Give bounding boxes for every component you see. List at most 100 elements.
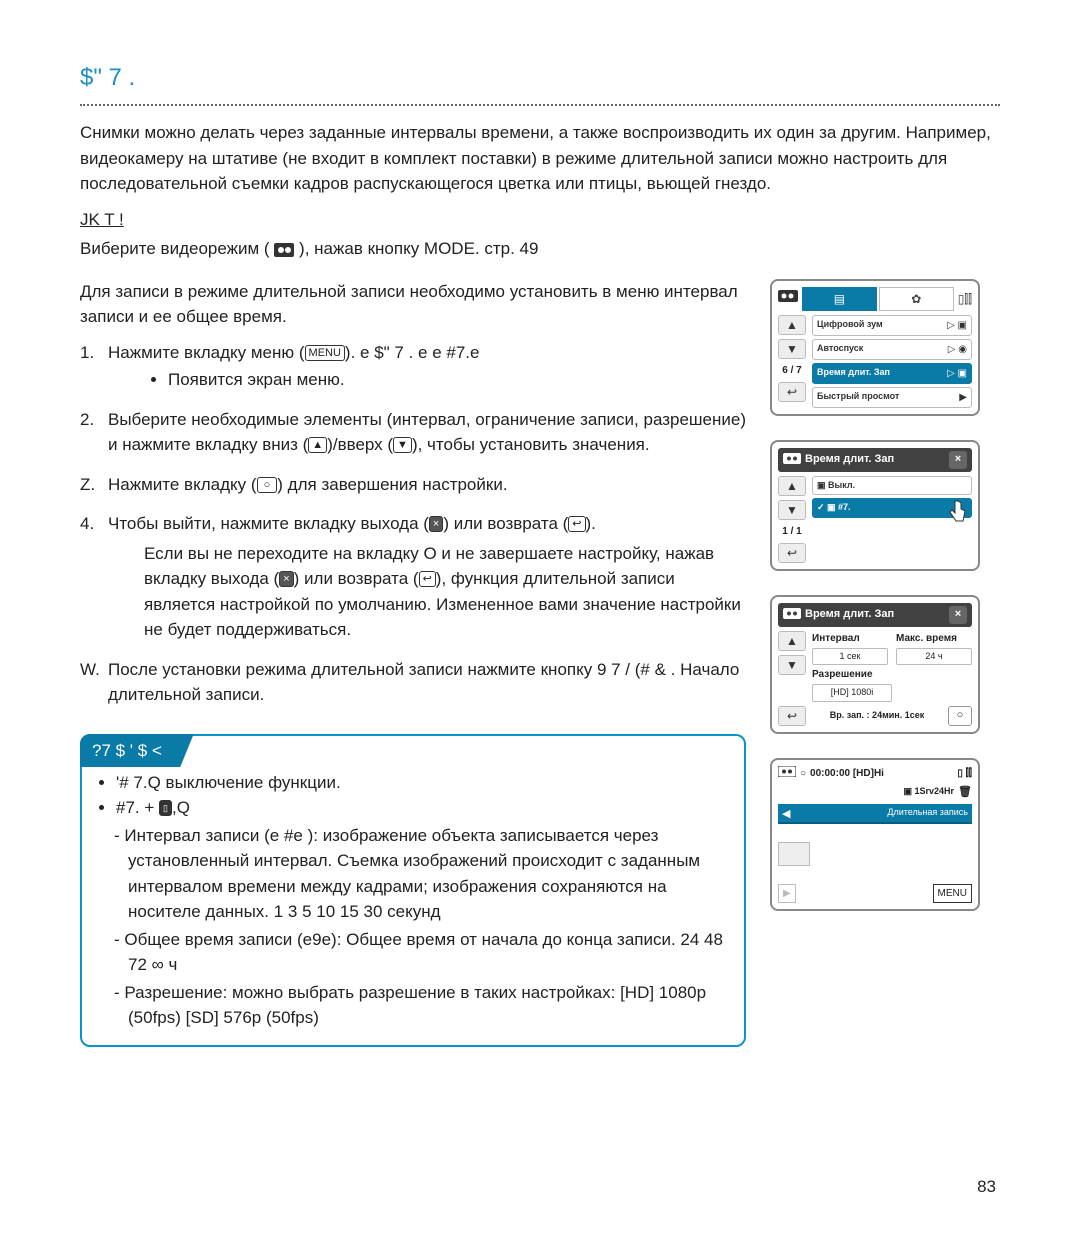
menu-item-label: Время длит. Зап (817, 366, 890, 380)
submenu-d2: Общее время записи (е9е): Общее время от… (96, 927, 730, 978)
option-off-label: Выкл. (828, 480, 855, 490)
close-icon: × (949, 451, 967, 469)
ok-icon: ○ (257, 477, 278, 493)
modeline-after: ), нажав кнопку MODE. стр. 49 (299, 239, 538, 258)
val-interval: 1 сек (812, 648, 888, 666)
lead-paragraph: Для записи в режиме длительной записи не… (80, 279, 746, 330)
option-off: ▣ Выкл. (812, 476, 972, 496)
hand-pointer-icon (947, 499, 969, 525)
menu-item-label: Быстрый просмот (817, 390, 899, 404)
submenu-li2: #7. + ▯,Q (116, 795, 730, 821)
cam-icon (778, 766, 796, 782)
menu-item-label: Цифровой зум (817, 318, 883, 332)
close-icon: × (949, 606, 967, 624)
step4-sub-b: ) или возврата ( (294, 569, 419, 588)
ok-button-icon: ○ (948, 706, 972, 726)
step4-b: ) или возврата ( (443, 514, 568, 533)
cam-icon (783, 451, 801, 469)
step-num-4: 4. (80, 511, 108, 643)
steps-list: 1. Нажмите вкладку меню (MENU). e $" 7 .… (80, 340, 746, 708)
page-counter-1: 6 / 7 (778, 363, 806, 378)
nav-down: ▼ (778, 655, 806, 675)
menu-button-icon: MENU (933, 884, 972, 903)
menu-icon: MENU (305, 345, 345, 361)
card-icon: ▯ ⫿⫿ (957, 766, 972, 781)
camera-screen-1: ▤ ✿ ▯⫿⫿ ▲ ▼ 6 / 7 ↩ Цифровой зум▷ ▣ Авто… (770, 279, 980, 416)
nav-up: ▲ (778, 476, 806, 496)
video-mode-icon (274, 239, 294, 265)
submenu-li2-b: ,Q (172, 798, 190, 817)
recording-flag: ◀ Длительная запись (778, 804, 972, 824)
nav-return: ↩ (778, 706, 806, 726)
step1-bullet: Появится экран меню. (168, 367, 746, 393)
menu-item-active: Время длит. Зап▷ ▣ (812, 363, 972, 384)
page-title: $" 7 . (80, 60, 1000, 96)
return-icon-2: ↩ (419, 571, 436, 587)
step4-c: ). (586, 514, 596, 533)
up-icon: ▲ (308, 437, 327, 453)
submenu-tag: ?7 $ ' $ < (80, 734, 194, 768)
card-icon: ▯ (159, 800, 172, 816)
val-res: [HD] 1080i (812, 684, 892, 702)
timecode: ▣ 1Srv24Hr (903, 785, 954, 799)
mode-line: Виберите видеорежим ( ), нажав кнопку MO… (80, 236, 1000, 265)
step-num-2: 2. (80, 407, 108, 458)
step5-text: После установки режима длительной записи… (108, 657, 746, 708)
nav-up: ▲ (778, 631, 806, 651)
submenu-d3: Разрешение: можно выбрать разрешение в т… (96, 980, 730, 1031)
menu-item: Автоспуск▷ ◉ (812, 339, 972, 360)
page-counter-2: 1 / 1 (778, 524, 806, 539)
step-num-5: W. (80, 657, 108, 708)
exit-icon-2: × (279, 571, 293, 587)
lbl-res: Разрешение (812, 667, 888, 682)
menu-item: Цифровой зум▷ ▣ (812, 315, 972, 336)
step-num-1: 1. (80, 340, 108, 393)
trash-icon: 🗑 (958, 784, 972, 801)
camera-screen-3: Время длит. Зап × ▲ ▼ Интервал Макс. вре… (770, 595, 980, 734)
lbl-interval: Интервал (812, 631, 888, 646)
step3-a: Нажмите вкладку ( (108, 475, 257, 494)
screen3-title: Время длит. Зап (805, 606, 949, 623)
battery-icon: ▯⫿⫿ (958, 290, 972, 308)
precheck-label: JK T ! (80, 207, 1000, 233)
play-icon: ▶ (778, 884, 796, 903)
screen2-title: Время длит. Зап (805, 451, 949, 468)
page-number: 83 (977, 1174, 996, 1200)
step3-b: ) для завершения настройки. (277, 475, 507, 494)
option-on: ✓ ▣ #7. (812, 498, 972, 518)
submenu-li2-a: #7. + (116, 798, 159, 817)
timecode-value: 1Srv24Hr (915, 786, 955, 796)
lbl-limit: Макс. время (896, 631, 972, 646)
nav-return: ↩ (778, 382, 806, 402)
step1-b: ). e $" 7 . e e #7.e (345, 343, 480, 362)
tab-menu-icon: ▤ (802, 287, 877, 311)
thumbnail-icon (778, 842, 810, 866)
title-divider (80, 104, 1000, 106)
nav-up: ▲ (778, 315, 806, 335)
tab-settings-icon: ✿ (879, 287, 954, 311)
screen3-titlebar: Время длит. Зап × (778, 603, 972, 627)
screen2-titlebar: Время длит. Зап × (778, 448, 972, 472)
menu-item: Быстрый просмот▶ (812, 387, 972, 408)
cam-icon (778, 290, 798, 308)
camera-screen-2: Время длит. Зап × ▲ ▼ 1 / 1 ↩ ▣ Выкл. ✓ … (770, 440, 980, 571)
camera-screen-4: ○ 00:00:00 [HD]Hi ▯ ⫿⫿ ▣ 1Srv24Hr 🗑 ◀ Дл… (770, 758, 980, 911)
val-limit: 24 ч (896, 648, 972, 666)
nav-down: ▼ (778, 339, 806, 359)
intro-paragraph: Снимки можно делать через заданные интер… (80, 120, 1000, 197)
return-icon: ↩ (568, 516, 585, 532)
step4-a: Чтобы выйти, нажмите вкладку выхода ( (108, 514, 429, 533)
submenu-d1: Интервал записи (e #e ): изображение объ… (96, 823, 730, 925)
cam-icon (783, 606, 801, 624)
status-text: 00:00:00 [HD]Hi (810, 766, 953, 781)
step2-b: )/вверх ( (327, 435, 393, 454)
submenu-li1: '# 7.Q выключение функции. (116, 770, 730, 796)
step2-c: ), чтобы установить значения. (412, 435, 650, 454)
modeline-before: Виберите видеорежим ( (80, 239, 270, 258)
screen3-footnote: Вр. зап. : 24мин. 1сек (830, 709, 924, 723)
option-on-label: #7. (838, 502, 851, 512)
tab-strip: ▤ ✿ (802, 287, 954, 311)
step1-a: Нажмите вкладку меню ( (108, 343, 305, 362)
screen3-grid: Интервал Макс. время 1 сек 24 ч Разрешен… (812, 631, 972, 702)
menu-item-label: Автоспуск (817, 342, 863, 356)
